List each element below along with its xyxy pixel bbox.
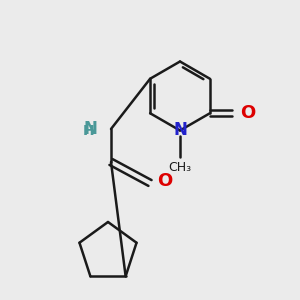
Text: H: H xyxy=(83,124,94,137)
Text: N: N xyxy=(173,122,187,140)
Text: O: O xyxy=(240,104,255,122)
Text: O: O xyxy=(158,172,173,190)
Text: CH₃: CH₃ xyxy=(168,161,192,174)
Text: N: N xyxy=(84,120,98,138)
